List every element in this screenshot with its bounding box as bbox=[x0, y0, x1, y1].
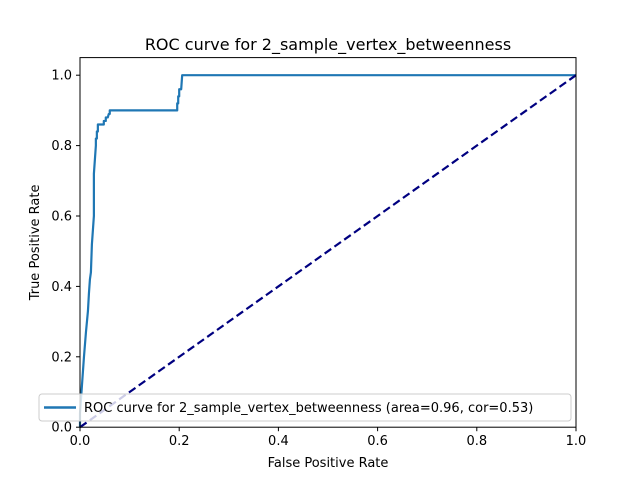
plot-frame bbox=[79, 57, 577, 428]
y-tick-label: 1.0 bbox=[51, 69, 72, 84]
plot-area bbox=[80, 57, 576, 428]
x-tick-label: 0.4 bbox=[268, 434, 289, 449]
y-tick-label: 0.8 bbox=[51, 139, 72, 154]
y-tick-label: 0.2 bbox=[51, 350, 72, 365]
x-tick-label: 0.6 bbox=[367, 434, 388, 449]
legend: ROC curve for 2_sample_vertex_betweennes… bbox=[38, 393, 572, 422]
y-tick-label: 0.0 bbox=[51, 421, 72, 436]
legend-label-roc: ROC curve for 2_sample_vertex_betweennes… bbox=[84, 401, 533, 416]
x-tick-label: 0.0 bbox=[70, 434, 91, 449]
x-axis-label: False Positive Rate bbox=[268, 456, 389, 471]
roc-curve-line bbox=[78, 74, 576, 428]
y-tick-label: 0.6 bbox=[51, 210, 72, 225]
chance-diagonal-line bbox=[79, 74, 577, 429]
x-tick-label: 1.0 bbox=[566, 434, 587, 449]
legend-box bbox=[38, 393, 572, 422]
x-tick-label: 0.2 bbox=[169, 434, 190, 449]
x-tick-label: 0.8 bbox=[466, 434, 487, 449]
y-tick-label: 0.4 bbox=[51, 280, 72, 295]
y-axis-label: True Positive Rate bbox=[28, 184, 43, 301]
x-axis-ticks: 0.0 0.2 0.4 0.6 0.8 1.0 bbox=[70, 427, 587, 449]
chart-title: ROC curve for 2_sample_vertex_betweennes… bbox=[145, 35, 511, 55]
plot-series-group bbox=[78, 74, 577, 429]
y-axis-ticks: 0.0 0.2 0.4 0.6 0.8 1.0 bbox=[51, 69, 80, 436]
